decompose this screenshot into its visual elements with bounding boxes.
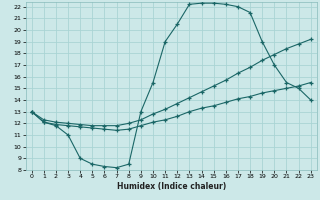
- X-axis label: Humidex (Indice chaleur): Humidex (Indice chaleur): [116, 182, 226, 191]
